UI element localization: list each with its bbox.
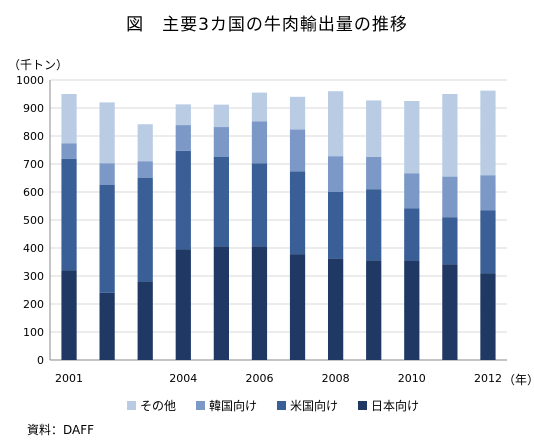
legend-swatch — [196, 401, 206, 410]
bar-segment-2007-3 — [289, 96, 306, 130]
bar-segment-2012-2 — [480, 175, 496, 211]
y-axis-unit-label: （千トン） — [8, 58, 69, 72]
legend-swatch — [277, 401, 287, 410]
bar-segment-2009-2 — [366, 157, 382, 190]
bar-segment-2007-2 — [289, 129, 306, 172]
bar-segment-2008-1 — [328, 192, 344, 259]
bar-segment-2002-3 — [99, 102, 115, 164]
bar-segment-2004-1 — [175, 150, 191, 250]
bar-segment-2008-0 — [328, 258, 344, 360]
gridlines — [49, 79, 507, 361]
x-tick-label: 2008 — [322, 372, 350, 385]
bar-segment-2001-2 — [61, 143, 77, 159]
bar-segment-2011-3 — [442, 94, 458, 177]
y-tick-label: 300 — [23, 270, 44, 283]
y-tick-label: 0 — [37, 354, 44, 367]
bar-segment-2003-2 — [137, 161, 153, 178]
bar-segment-2005-2 — [213, 127, 229, 157]
bar-segment-2002-0 — [99, 292, 115, 360]
y-tick-labels: 0 100 200 300 400 500 600 700 800 900 1000 — [16, 74, 44, 367]
bar-segment-2003-3 — [137, 124, 153, 162]
y-tick-label: 400 — [23, 242, 44, 255]
y-tick-label: 800 — [23, 130, 44, 143]
bar-segment-2005-1 — [213, 157, 229, 247]
source-note: 資料：DAFF — [27, 423, 95, 437]
legend-item: 米国向け — [277, 397, 338, 414]
bar-segment-2009-1 — [366, 189, 382, 261]
bar-segment-2005-0 — [213, 246, 229, 360]
x-tick-label: 2010 — [398, 372, 426, 385]
bar-segment-2006-2 — [251, 121, 268, 164]
bar-segment-2011-1 — [442, 217, 458, 265]
y-tick-label: 1000 — [16, 74, 44, 87]
bar-segment-2006-3 — [251, 92, 268, 122]
bars — [61, 90, 496, 360]
y-tick-label: 900 — [23, 102, 44, 115]
bar-segment-2012-1 — [480, 210, 496, 274]
bar-segment-2002-1 — [99, 185, 115, 293]
bar-segment-2004-0 — [175, 249, 191, 360]
bar-segment-2006-0 — [251, 246, 268, 360]
bar-segment-2006-1 — [251, 163, 268, 247]
bar-segment-2010-0 — [404, 260, 420, 360]
bar-segment-2003-1 — [137, 178, 153, 282]
x-tick-labels: 2001 2004 2006 2008 2010 2012 — [55, 372, 502, 385]
legend-swatch — [127, 401, 136, 410]
x-axis-unit-label: （年） — [503, 373, 534, 387]
x-tick-label: 2004 — [169, 372, 197, 385]
legend-label: 日本向け — [371, 399, 420, 413]
legend: その他 韓国向け 米国向け 日本向け — [127, 397, 419, 414]
bar-segment-2001-0 — [61, 270, 77, 360]
legend-item: 韓国向け — [196, 397, 257, 414]
bar-segment-2011-2 — [442, 176, 458, 218]
legend-item: 日本向け — [358, 397, 419, 414]
legend-label: 韓国向け — [209, 399, 258, 413]
y-tick-label: 500 — [23, 214, 44, 227]
x-tick-label: 2006 — [245, 372, 273, 385]
bar-segment-2003-0 — [137, 281, 153, 360]
bar-segment-2002-2 — [99, 163, 115, 185]
bar-segment-2011-0 — [442, 264, 458, 360]
bar-segment-2008-3 — [328, 91, 344, 157]
legend-swatch — [358, 401, 368, 410]
legend-item: その他 — [127, 397, 176, 414]
y-tick-label: 100 — [23, 326, 44, 339]
chart-title: 図 主要3カ国の牛肉輸出量の推移 — [126, 15, 408, 35]
legend-label: その他 — [140, 399, 177, 413]
x-tick-label: 2012 — [474, 372, 502, 385]
bar-segment-2001-3 — [61, 94, 77, 144]
bar-segment-2009-3 — [366, 100, 382, 157]
x-tick-label: 2001 — [55, 372, 83, 385]
bar-segment-2010-3 — [404, 101, 420, 174]
y-tick-label: 700 — [23, 158, 44, 171]
bar-segment-2009-0 — [366, 260, 382, 360]
bar-segment-2012-3 — [480, 90, 496, 176]
bar-segment-2001-1 — [61, 158, 77, 271]
bar-segment-2004-2 — [175, 125, 191, 151]
bar-segment-2007-0 — [289, 254, 306, 360]
bar-segment-2007-1 — [289, 171, 306, 255]
bar-segment-2012-0 — [480, 273, 496, 360]
y-tick-label: 600 — [23, 186, 44, 199]
y-tick-label: 200 — [23, 298, 44, 311]
bar-segment-2010-1 — [404, 208, 420, 261]
bar-segment-2005-3 — [213, 104, 229, 128]
bar-segment-2010-2 — [404, 173, 420, 209]
legend-label: 米国向け — [290, 399, 339, 413]
bar-segment-2008-2 — [328, 156, 344, 192]
bar-segment-2004-3 — [175, 104, 191, 126]
